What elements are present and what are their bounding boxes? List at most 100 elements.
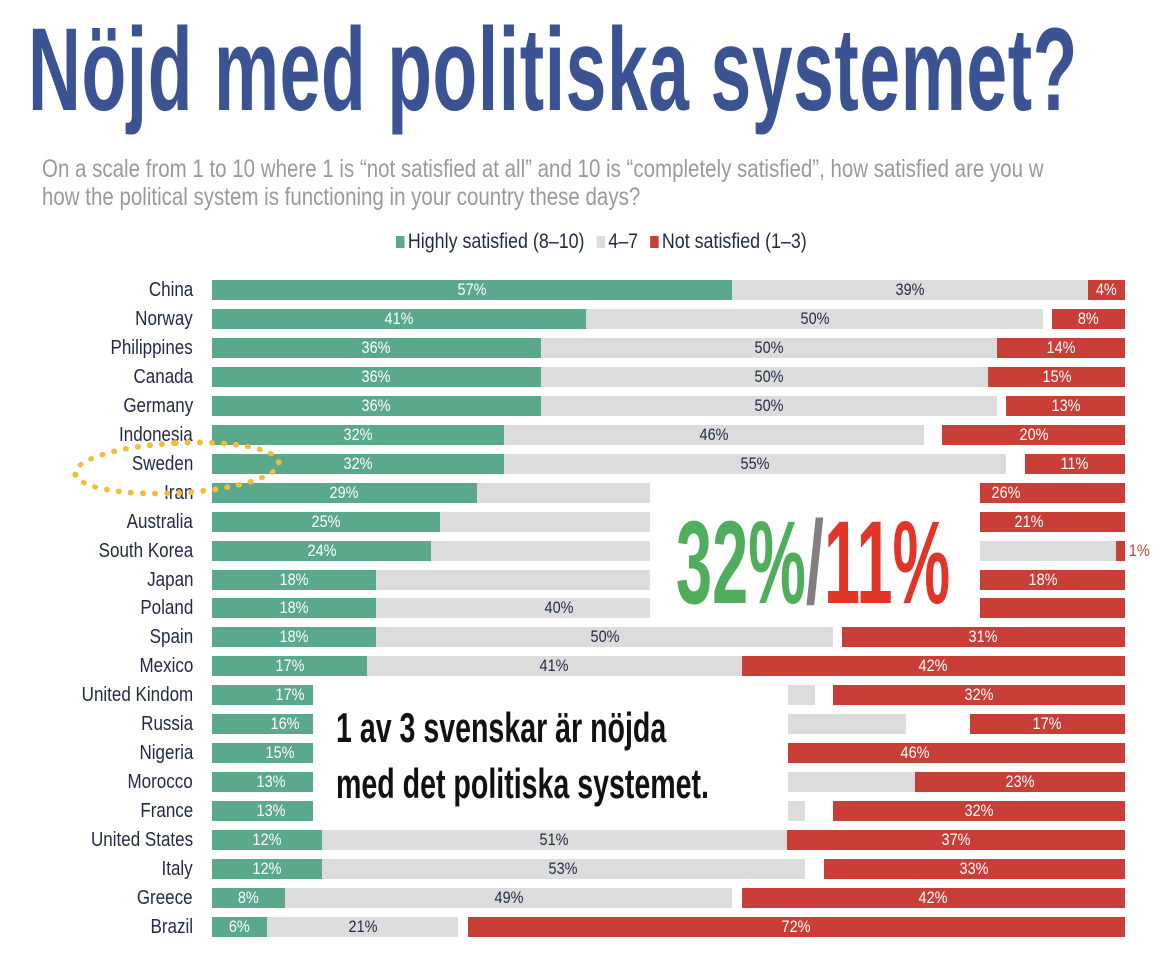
category-label: Japan [146, 568, 193, 591]
bar-value-label: 33% [959, 859, 989, 878]
bar-value-label: 72% [781, 916, 811, 936]
category-label: Morocco [127, 771, 193, 794]
bar-highly-satisfied [212, 366, 541, 387]
bar-not-satisfied [823, 859, 1125, 879]
category-label: China [148, 279, 193, 301]
bar-mid-satisfied [321, 830, 788, 851]
bar-value-label: 8% [1078, 308, 1099, 328]
bar-value-label: 41% [539, 656, 569, 676]
legend-item-high: Highly satisfied (8–10) [396, 230, 585, 254]
bar-highly-satisfied [212, 337, 541, 358]
category-label: South Korea [98, 539, 193, 562]
category-label: Spain [149, 626, 193, 649]
bar-value-label: 36% [361, 337, 391, 357]
bar-not-satisfied [997, 337, 1125, 358]
bar-value-label: 50% [754, 366, 784, 386]
bar-highly-satisfied [212, 801, 331, 822]
category-label: Italy [161, 858, 193, 880]
bar-value-label: 13% [1051, 395, 1081, 415]
bar-not-satisfied [1024, 453, 1125, 474]
bar-value-label: 15% [1042, 366, 1071, 386]
bar-value-label: 21% [1014, 511, 1044, 531]
bar-mid-satisfied [732, 280, 1089, 300]
overlay-box-stat [650, 478, 980, 626]
subtitle-line-2: how the political system is functioning … [42, 183, 641, 211]
category-label: Canada [133, 365, 193, 388]
bar-value-label: 14% [1046, 337, 1076, 357]
legend-item-low: Not satisfied (1–3) [649, 230, 807, 254]
bar-not-satisfied [960, 569, 1125, 590]
bar-mid-satisfied [540, 337, 998, 358]
bar-value-label: 15% [266, 743, 295, 763]
category-label: Mexico [139, 655, 193, 678]
bar-not-satisfied [1051, 308, 1125, 329]
bar-value-label: 18% [1028, 569, 1058, 589]
bar-value-label: 13% [256, 772, 286, 792]
bar-not-satisfied [942, 424, 1125, 445]
bar-not-satisfied [705, 743, 1125, 764]
bar-not-satisfied [933, 511, 1125, 532]
bar-value-label: 11% [1060, 453, 1089, 473]
bar-mid-satisfied [266, 916, 459, 937]
bar-value-label: 50% [754, 337, 784, 357]
bar-mid-satisfied [540, 366, 998, 387]
category-label: Germany [123, 394, 193, 417]
bar-highly-satisfied [212, 482, 477, 503]
bar-value-label: 17% [275, 656, 305, 676]
bar-value-label: 31% [969, 627, 998, 647]
bar-value-label: 21% [348, 916, 378, 936]
category-label: United States [90, 829, 193, 852]
bar-value-label: 8% [238, 887, 259, 907]
bar-value-label: 26% [991, 482, 1021, 502]
bar-value-label: 1% [1128, 540, 1150, 560]
subtitle-line-1: On a scale from 1 to 10 where 1 is “not … [42, 155, 1044, 183]
category-label: Norway [135, 307, 193, 330]
bar-value-label: 32% [343, 424, 373, 444]
bar-value-label: 50% [754, 395, 784, 415]
category-label: Brazil [150, 915, 193, 938]
bar-value-label: 13% [256, 801, 286, 821]
bar-mid-satisfied [367, 656, 742, 677]
bar-value-label: 36% [361, 395, 391, 415]
bar-value-label: 57% [457, 280, 487, 299]
bar-not-satisfied [741, 887, 1125, 908]
bar-not-satisfied [1088, 280, 1125, 300]
category-label: Indonesia [119, 423, 193, 446]
bar-value-label: 32% [964, 801, 994, 821]
bar-highly-satisfied [212, 887, 286, 908]
bar-highly-satisfied [212, 453, 505, 474]
bar-not-satisfied [988, 366, 1125, 387]
bar-not-satisfied [1115, 540, 1125, 561]
bar-mid-satisfied [586, 308, 1043, 329]
bar-value-label: 4% [1096, 280, 1118, 299]
bar-not-satisfied [741, 656, 1125, 677]
bar-value-label: 42% [918, 887, 948, 907]
bar-highly-satisfied [212, 916, 267, 937]
bar-value-label: 32% [343, 453, 373, 473]
bar-value-label: 18% [279, 627, 309, 647]
bar-value-label: 24% [307, 540, 337, 560]
bar-value-label: 50% [800, 308, 830, 328]
bar-value-label: 49% [494, 887, 524, 907]
bar-value-label: 25% [311, 511, 341, 531]
bar-mid-satisfied [376, 627, 833, 648]
bar-value-label: 23% [1005, 772, 1035, 792]
bar-highly-satisfied [212, 569, 377, 590]
bar-value-label: 17% [275, 685, 305, 705]
bar-highly-satisfied [212, 656, 368, 677]
category-label: Greece [137, 886, 193, 909]
bar-value-label: 41% [384, 308, 414, 328]
bar-not-satisfied [841, 627, 1125, 648]
bar-not-satisfied [832, 685, 1125, 706]
bar-highly-satisfied [212, 627, 377, 648]
bar-highly-satisfied [212, 511, 441, 532]
bar-value-label: 51% [539, 830, 569, 850]
bar-value-label: 18% [279, 569, 309, 589]
bar-highly-satisfied [212, 308, 587, 329]
category-label: Russia [141, 713, 193, 736]
chart-title: Nöjd med politiska systemet? [28, 4, 1078, 136]
bar-mid-satisfied [321, 859, 806, 879]
bar-not-satisfied [832, 801, 1125, 822]
bar-value-label: 17% [1032, 714, 1062, 734]
bar-value-label: 53% [549, 859, 578, 878]
